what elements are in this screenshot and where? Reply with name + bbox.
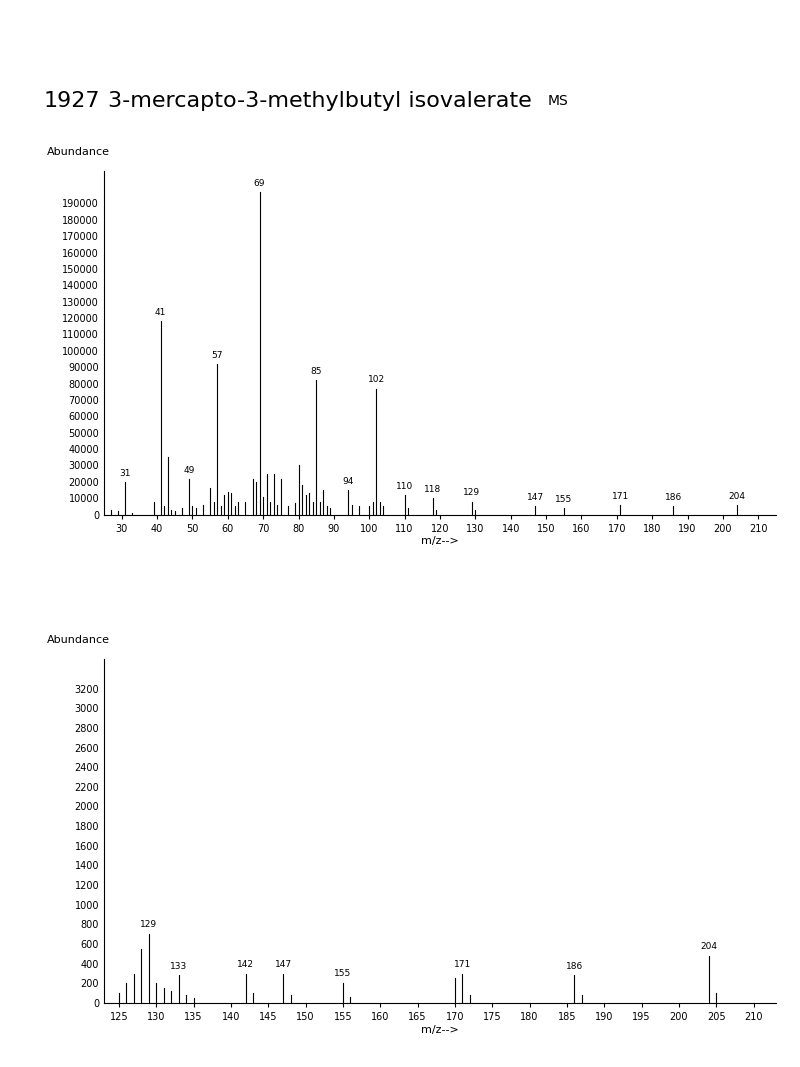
Text: MS: MS bbox=[548, 94, 569, 108]
Text: 118: 118 bbox=[424, 485, 442, 494]
Text: 57: 57 bbox=[211, 351, 223, 360]
Text: 94: 94 bbox=[342, 477, 354, 485]
Text: 110: 110 bbox=[396, 482, 414, 491]
X-axis label: m/z-->: m/z--> bbox=[421, 537, 459, 546]
Text: 129: 129 bbox=[463, 489, 480, 497]
Text: 147: 147 bbox=[527, 493, 544, 503]
Text: 49: 49 bbox=[183, 465, 194, 475]
Text: 155: 155 bbox=[334, 970, 351, 978]
Text: Abundance: Abundance bbox=[47, 635, 110, 646]
Text: 85: 85 bbox=[310, 367, 322, 377]
Text: 41: 41 bbox=[155, 308, 166, 317]
Text: 1927: 1927 bbox=[44, 91, 101, 111]
Text: 147: 147 bbox=[274, 959, 292, 969]
Text: 129: 129 bbox=[140, 920, 158, 929]
Text: 142: 142 bbox=[238, 959, 254, 969]
Text: 204: 204 bbox=[729, 492, 746, 500]
Text: 3-mercapto-3-methylbutyl isovalerate: 3-mercapto-3-methylbutyl isovalerate bbox=[108, 91, 532, 111]
X-axis label: m/z-->: m/z--> bbox=[421, 1024, 459, 1035]
Text: 155: 155 bbox=[555, 495, 573, 504]
Text: 204: 204 bbox=[700, 942, 718, 951]
Text: 133: 133 bbox=[170, 961, 187, 971]
Text: 171: 171 bbox=[454, 959, 471, 969]
Text: 69: 69 bbox=[254, 179, 266, 188]
Text: 171: 171 bbox=[612, 492, 629, 500]
Text: 102: 102 bbox=[368, 376, 385, 384]
Text: 31: 31 bbox=[119, 468, 131, 478]
Text: 186: 186 bbox=[665, 493, 682, 503]
Text: Abundance: Abundance bbox=[47, 147, 110, 157]
Text: 186: 186 bbox=[566, 961, 583, 971]
